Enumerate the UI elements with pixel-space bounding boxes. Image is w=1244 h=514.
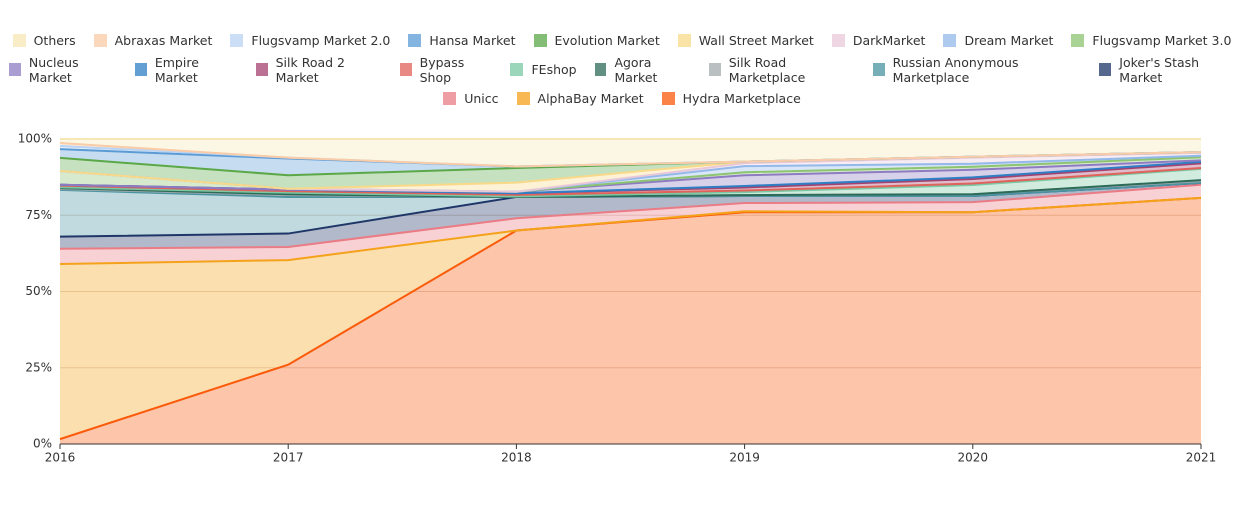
series-line — [59, 159, 1202, 193]
area-fill — [60, 182, 1201, 237]
y-tick-label: 50% — [25, 284, 52, 298]
legend-row: Nucleus Market Empire Market Silk Road 2 M… — [0, 54, 1244, 85]
legend-item[interactable]: Unicc — [443, 91, 499, 106]
legend-label: Joker's Stash Market — [1119, 54, 1200, 85]
x-tick-label: 2017 — [273, 451, 304, 465]
y-tick-label: 0% — [33, 437, 52, 451]
series-line — [59, 141, 1202, 168]
y-tick-label: 75% — [25, 208, 52, 222]
legend-swatch — [93, 34, 107, 47]
legend-swatch — [594, 63, 607, 76]
legend-swatch — [872, 63, 885, 76]
x-tick-label: 2016 — [45, 451, 76, 465]
legend-label: Silk Road Marketplace — [728, 54, 806, 85]
legend-label: Silk Road 2 Market — [275, 54, 346, 85]
legend-item[interactable]: FEshop — [510, 62, 577, 77]
legend: Others Abraxas Market Flugsvamp Market 2.0… — [0, 26, 1244, 113]
area-fill — [60, 197, 1201, 440]
series-line — [59, 183, 1202, 250]
legend-item[interactable]: Silk Road Marketplace — [708, 54, 855, 85]
legend-item[interactable]: Bypass Shop — [399, 54, 493, 85]
legend-label: Hydra Marketplace — [682, 91, 801, 106]
x-tick-label: 2018 — [501, 451, 532, 465]
legend-swatch — [443, 92, 457, 105]
legend-swatch — [510, 63, 524, 76]
legend-swatch — [831, 34, 845, 47]
legend-label: Flugsvamp Market 2.0 — [251, 33, 391, 48]
area-fill — [60, 184, 1201, 265]
legend-swatch — [1071, 34, 1085, 47]
legend-item[interactable]: Evolution Market — [533, 33, 660, 48]
x-tick-label: 2021 — [1186, 451, 1217, 465]
legend-item[interactable]: Hansa Market — [408, 33, 516, 48]
legend-item[interactable]: AlphaBay Market — [516, 91, 644, 106]
legend-label: Nucleus Market — [28, 54, 79, 85]
y-tick-label: 25% — [25, 360, 52, 374]
legend-label: DarkMarket — [852, 33, 926, 48]
area-fill — [60, 152, 1201, 192]
area-fill — [60, 152, 1201, 189]
legend-swatch — [9, 63, 21, 76]
legend-swatch — [408, 34, 422, 47]
legend-item[interactable]: DarkMarket — [831, 33, 926, 48]
series-line — [59, 166, 1202, 196]
area-fill — [60, 149, 1201, 176]
legend-item[interactable]: Nucleus Market — [9, 55, 117, 85]
legend-swatch — [1099, 63, 1112, 76]
legend-item[interactable]: Agora Market — [594, 54, 691, 85]
legend-item[interactable]: Others — [12, 33, 76, 48]
legend-swatch — [516, 92, 530, 105]
legend-item[interactable]: Flugsvamp Market 3.0 — [1071, 33, 1231, 48]
area-fill — [60, 168, 1201, 197]
legend-label: Russian Anonymous Marketplace — [892, 54, 1019, 85]
areas — [60, 139, 1201, 444]
legend-swatch — [708, 63, 721, 76]
lines — [59, 138, 1202, 441]
legend-label: Abraxas Market — [114, 33, 213, 48]
x-tick-label: 2020 — [958, 451, 989, 465]
legend-swatch — [230, 34, 244, 47]
legend-swatch — [135, 63, 147, 76]
legend-row: Others Abraxas Market Flugsvamp Market 2.0… — [0, 26, 1244, 55]
legend-item[interactable]: Dream Market — [943, 33, 1053, 48]
legend-swatch — [255, 63, 268, 76]
legend-item[interactable]: Russian Anonymous Marketplace — [872, 54, 1082, 85]
legend-item[interactable]: Joker's Stash Market — [1099, 55, 1235, 85]
area-fill — [60, 197, 1201, 444]
legend-label: Bypass Shop — [419, 54, 465, 85]
legend-swatch — [12, 34, 26, 47]
legend-item[interactable]: Wall Street Market — [677, 33, 814, 48]
legend-swatch — [533, 34, 547, 47]
legend-label: Wall Street Market — [698, 33, 814, 48]
legend-swatch — [943, 34, 957, 47]
x-tick-label: 2019 — [729, 451, 760, 465]
legend-swatch — [399, 63, 412, 76]
legend-label: FEshop — [531, 62, 577, 77]
area-fill — [60, 182, 1201, 249]
series-line — [59, 179, 1202, 198]
legend-label: AlphaBay Market — [537, 91, 644, 106]
legend-label: Flugsvamp Market 3.0 — [1092, 33, 1232, 48]
legend-swatch — [661, 92, 675, 105]
legend-item[interactable]: Flugsvamp Market 2.0 — [230, 33, 390, 48]
y-tick-label: 100% — [18, 132, 52, 146]
legend-swatch — [677, 34, 691, 47]
legend-label: Agora Market — [614, 54, 658, 85]
legend-label: Hansa Market — [429, 33, 516, 48]
legend-label: Others — [33, 33, 76, 48]
legend-label: Unicc — [464, 91, 499, 106]
legend-row: Unicc AlphaBay Market Hydra Marketplace — [0, 84, 1244, 113]
legend-item[interactable]: Hydra Marketplace — [661, 91, 801, 106]
legend-label: Dream Market — [964, 33, 1054, 48]
series-line — [59, 167, 1202, 198]
legend-label: Evolution Market — [554, 33, 660, 48]
legend-label: Empire Market — [154, 54, 199, 85]
legend-item[interactable]: Empire Market — [135, 55, 238, 85]
legend-item[interactable]: Abraxas Market — [93, 33, 213, 48]
legend-item[interactable]: Silk Road 2 Market — [255, 54, 382, 85]
series-line — [59, 196, 1202, 266]
